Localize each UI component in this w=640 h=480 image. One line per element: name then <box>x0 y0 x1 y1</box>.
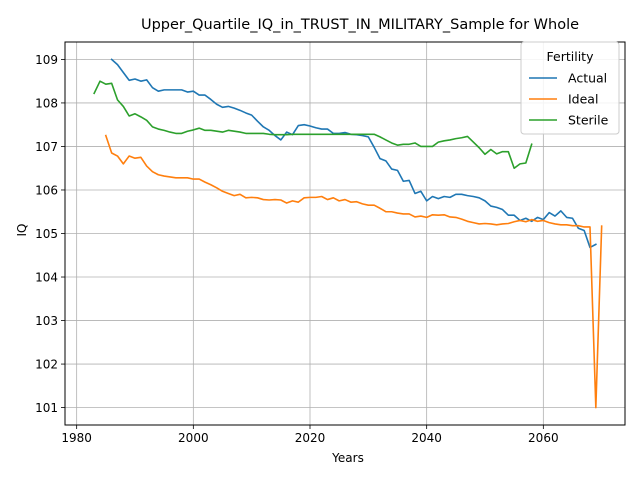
axis-ticks: 1980 2000 2020 2040 2060 101 102 103 104 105 106 10… <box>35 53 559 445</box>
chart-title: Upper_Quartile_IQ_in_TRUST_IN_MILITARY_S… <box>141 17 579 33</box>
x-axis-label: Years <box>331 451 364 465</box>
y-tick-label: 108 <box>35 96 58 110</box>
series-lines <box>93 58 603 409</box>
legend-label-actual: Actual <box>568 71 607 86</box>
legend-entries: Actual Ideal Sterile <box>529 71 609 128</box>
legend-title: Fertility <box>547 49 595 64</box>
x-tick-label: 2060 <box>528 431 559 445</box>
x-tick-label: 1980 <box>61 431 92 445</box>
y-tick-label: 105 <box>35 227 58 241</box>
y-tick-label: 106 <box>35 183 58 197</box>
y-tick-label: 101 <box>35 401 58 415</box>
series-line-ideal <box>104 134 603 409</box>
y-axis-label: IQ <box>15 224 29 237</box>
legend: Fertility Actual Ideal Sterile <box>520 41 620 135</box>
gridlines <box>65 42 625 425</box>
x-tick-label: 2040 <box>411 431 442 445</box>
series-line-sterile <box>93 80 533 170</box>
legend-label-sterile: Sterile <box>568 113 609 128</box>
y-tick-label: 104 <box>35 271 58 285</box>
legend-box <box>520 41 620 135</box>
y-tick-label: 102 <box>35 358 58 372</box>
x-tick-label: 2000 <box>178 431 209 445</box>
legend-label-ideal: Ideal <box>568 92 598 107</box>
y-tick-label: 107 <box>35 140 58 154</box>
y-tick-label: 109 <box>35 53 58 67</box>
y-tick-label: 103 <box>35 314 58 328</box>
x-tick-label: 2020 <box>295 431 326 445</box>
